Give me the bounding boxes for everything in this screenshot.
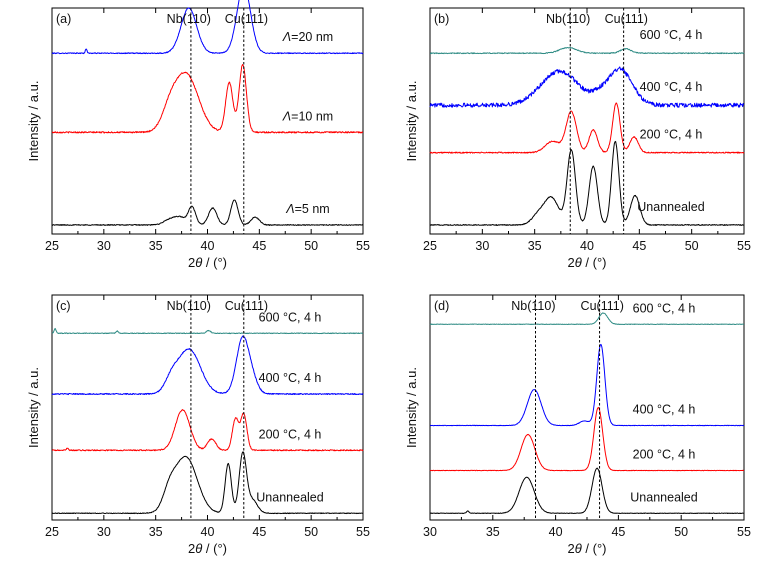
reference-line-label: Cu(111) xyxy=(605,12,648,26)
panel-b: 25 30 35 40 45 50 55 2θ / (°) Intensity / a.u. (b… xyxy=(404,7,751,270)
x-tick-label: 55 xyxy=(356,239,370,253)
reference-line-label: Nb(110) xyxy=(167,12,211,26)
series-label: Unannealed xyxy=(630,490,697,504)
x-tick-label: 25 xyxy=(45,525,59,539)
x-tick-label: 35 xyxy=(486,525,500,539)
series-label: 400 °C, 4 h xyxy=(259,371,322,385)
x-tick-label: 50 xyxy=(304,525,318,539)
panel-a: 25 30 35 40 45 50 55 2θ / (°) Intensity / a.u. (a… xyxy=(26,0,370,270)
series-label: Λ=10 nm xyxy=(282,109,333,123)
reference-line-label: Cu(111) xyxy=(581,299,624,313)
x-tick-label: 35 xyxy=(149,525,163,539)
x-tick-label: 40 xyxy=(580,239,594,253)
x-tick-label: 55 xyxy=(737,239,751,253)
series-label: 200 °C, 4 h xyxy=(640,128,703,142)
series-line xyxy=(429,343,745,427)
series-line xyxy=(429,312,745,325)
series-line xyxy=(51,0,364,55)
reference-line-label: Nb(110) xyxy=(511,299,555,313)
panel-label: (b) xyxy=(434,12,449,26)
x-tick-label: 45 xyxy=(632,239,646,253)
panel-c: 25 30 35 40 45 50 55 2θ / (°) Intensity / a.u. (c… xyxy=(26,294,370,556)
series-label: 400 °C, 4 h xyxy=(640,80,703,94)
series-line xyxy=(51,199,364,226)
x-tick-label: 45 xyxy=(252,525,266,539)
y-axis-label: Intensity / a.u. xyxy=(404,367,419,448)
x-tick-label: 30 xyxy=(475,239,489,253)
series-label: 600 °C, 4 h xyxy=(259,310,322,324)
x-tick-label: 35 xyxy=(528,239,542,253)
series-label: 600 °C, 4 h xyxy=(633,301,696,315)
x-tick-label: 50 xyxy=(685,239,699,253)
reference-line-label: Cu(111) xyxy=(225,299,268,313)
series-line xyxy=(429,102,745,154)
series-line xyxy=(51,63,364,134)
y-axis-label: Intensity / a.u. xyxy=(404,81,419,162)
reference-line-label: Nb(110) xyxy=(546,12,590,26)
x-tick-label: 35 xyxy=(149,239,163,253)
series-label: Λ=20 nm xyxy=(282,30,333,44)
series-line xyxy=(51,327,364,335)
x-axis-label: 2θ / (°) xyxy=(188,541,227,556)
x-tick-label: 25 xyxy=(45,239,59,253)
y-axis-label: Intensity / a.u. xyxy=(26,367,41,448)
series-label: Λ=5 nm xyxy=(285,202,329,216)
x-tick-label: 45 xyxy=(611,525,625,539)
x-tick-label: 30 xyxy=(97,525,111,539)
series-label: 200 °C, 4 h xyxy=(633,448,696,462)
plot-frame xyxy=(51,294,364,521)
x-tick-label: 50 xyxy=(674,525,688,539)
series-line xyxy=(429,406,745,472)
series-line xyxy=(429,66,745,108)
series-line xyxy=(429,46,745,55)
x-axis-label: 2θ / (°) xyxy=(568,255,607,270)
series-label: 600 °C, 4 h xyxy=(640,28,703,42)
x-tick-label: 55 xyxy=(356,525,370,539)
x-tick-label: 40 xyxy=(201,239,215,253)
x-tick-label: 40 xyxy=(201,525,215,539)
series-label: Unannealed xyxy=(256,490,323,504)
y-axis-label: Intensity / a.u. xyxy=(26,81,41,162)
x-tick-label: 30 xyxy=(423,525,437,539)
x-tick-label: 45 xyxy=(252,239,266,253)
series-line xyxy=(51,451,364,515)
x-tick-label: 40 xyxy=(549,525,563,539)
series-line xyxy=(51,335,364,396)
reference-line-label: Cu(111) xyxy=(225,12,268,26)
reference-line-label: Nb(110) xyxy=(167,299,211,313)
x-tick-label: 55 xyxy=(737,525,751,539)
panel-d: 30 35 40 45 50 55 2θ / (°) Intensity / a.u. (d) 6… xyxy=(404,294,751,556)
x-axis-label: 2θ / (°) xyxy=(568,541,607,556)
series-label: 400 °C, 4 h xyxy=(633,403,696,417)
x-axis-label: 2θ / (°) xyxy=(188,255,227,270)
panel-label: (c) xyxy=(56,299,71,313)
x-tick-label: 30 xyxy=(97,239,111,253)
series-line xyxy=(429,467,745,514)
series-line xyxy=(429,140,745,226)
panel-label: (d) xyxy=(434,299,449,313)
plot-frame xyxy=(429,294,745,521)
series-label: 200 °C, 4 h xyxy=(259,427,322,441)
x-tick-label: 25 xyxy=(423,239,437,253)
x-tick-label: 50 xyxy=(304,239,318,253)
panel-label: (a) xyxy=(56,12,71,26)
series-line xyxy=(51,409,364,452)
series-label: Unannealed xyxy=(637,200,704,214)
